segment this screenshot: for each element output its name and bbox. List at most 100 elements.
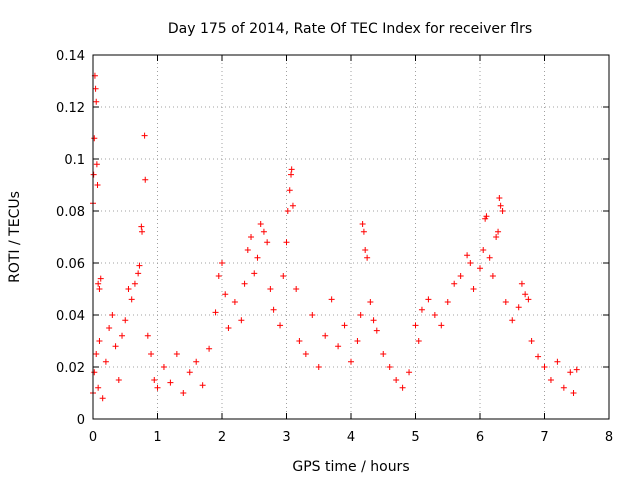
grid-layer — [93, 55, 609, 419]
x-tick-label: 1 — [153, 430, 161, 445]
data-point — [241, 280, 248, 287]
data-point — [91, 135, 98, 142]
data-point — [206, 345, 213, 352]
data-point — [406, 369, 413, 376]
y-tick-label: 0.14 — [56, 49, 85, 64]
y-tick-label: 0.1 — [64, 153, 85, 168]
data-point — [231, 299, 238, 305]
data-point — [415, 338, 422, 344]
data-point — [554, 358, 561, 365]
data-point — [341, 322, 348, 329]
data-point — [431, 312, 438, 318]
data-point — [109, 312, 116, 318]
y-tick-label: 0.08 — [56, 205, 85, 220]
data-point — [128, 296, 135, 303]
y-axis-title: ROTI / TECUs — [7, 191, 23, 283]
data-point — [335, 343, 342, 350]
data-point — [483, 213, 490, 220]
y-tick-label: 0.02 — [56, 361, 85, 376]
data-point — [567, 369, 574, 376]
data-point — [470, 286, 477, 292]
data-point — [364, 254, 371, 261]
data-point — [362, 247, 369, 253]
data-point — [122, 317, 129, 324]
chart-title: Day 175 of 2014, Rate Of TEC Index for r… — [168, 21, 532, 37]
data-point — [293, 286, 300, 292]
data-point — [270, 306, 277, 313]
data-point — [96, 338, 103, 344]
axes-layer: 0 0.02 0.04 0.06 0.08 0.1 0.12 0.14 0 1 2 3 4 5 6 7 8 — [56, 49, 613, 445]
data-point — [167, 379, 174, 386]
data-point — [139, 228, 146, 235]
data-point — [302, 351, 309, 357]
data-point — [144, 332, 151, 339]
data-point — [154, 384, 161, 391]
x-tick-label: 2 — [218, 430, 226, 445]
data-point — [251, 270, 258, 277]
data-point — [151, 377, 158, 383]
data-point — [493, 234, 500, 240]
data-point — [499, 208, 506, 214]
data-point — [393, 377, 400, 383]
data-point — [141, 132, 148, 139]
data-point — [412, 322, 419, 329]
data-point — [348, 358, 354, 365]
y-tick-label: 0.04 — [56, 309, 85, 324]
x-tick-label: 8 — [605, 430, 613, 445]
data-point — [328, 296, 335, 303]
data-point — [96, 286, 103, 292]
data-point — [367, 299, 374, 305]
data-point — [115, 377, 122, 383]
data-point — [386, 364, 393, 370]
data-point — [283, 239, 290, 246]
data-point — [90, 171, 97, 178]
data-point — [486, 254, 493, 261]
data-point — [477, 265, 483, 272]
x-tick-label: 4 — [347, 430, 355, 445]
data-point — [102, 358, 109, 365]
x-tick-label: 6 — [476, 430, 484, 445]
x-tick-label: 5 — [411, 430, 419, 445]
data-point — [380, 351, 387, 357]
data-point — [138, 223, 145, 230]
data-point — [467, 260, 474, 266]
data-point — [373, 327, 380, 334]
data-point — [288, 171, 295, 178]
data-point — [99, 395, 106, 402]
data-point — [541, 364, 548, 370]
data-point — [267, 286, 274, 292]
plot-frame — [92, 54, 610, 420]
data-point — [93, 98, 100, 105]
data-point — [457, 273, 464, 279]
data-point — [180, 390, 187, 396]
data-point — [286, 187, 293, 194]
data-point — [135, 270, 142, 277]
y-tick-label: 0.12 — [56, 101, 85, 116]
data-point — [95, 384, 102, 391]
data-point — [425, 296, 432, 303]
x-axis-title: GPS time / hours — [292, 459, 409, 475]
data-point — [106, 325, 113, 331]
data-point — [186, 369, 193, 376]
data-point — [148, 351, 155, 357]
data-point — [215, 273, 222, 279]
y-tick-label: 0.06 — [56, 257, 85, 272]
data-point — [560, 384, 567, 391]
data-point — [315, 364, 322, 370]
data-point — [370, 317, 377, 324]
data-point — [528, 338, 535, 344]
data-point — [142, 176, 149, 183]
data-point — [254, 254, 261, 261]
data-point — [497, 202, 504, 209]
data-point — [289, 202, 296, 209]
data-point — [193, 358, 200, 365]
data-point — [535, 353, 542, 360]
data-point — [296, 338, 303, 344]
data-point — [502, 299, 509, 305]
data-point — [244, 247, 251, 253]
data-point — [438, 322, 445, 329]
data-point — [464, 252, 471, 259]
data-point — [482, 215, 489, 222]
